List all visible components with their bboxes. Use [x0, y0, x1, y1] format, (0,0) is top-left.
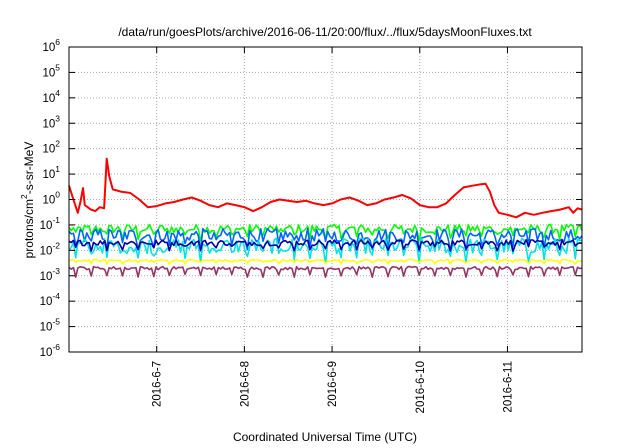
x-axis-ticks: 2016-6-7 2016-6-8 2016-6-9 2016-6-10 2016-6-… — [152, 47, 514, 413]
y-tick-label: 10-4 — [40, 291, 61, 308]
x-tick-label: 2016-6-8 — [239, 361, 251, 407]
y-axis-ticks: 10-6 10-5 10-4 10-3 10-2 10-1 100 101 102 103 104 1… — [40, 37, 582, 359]
x-tick-label: 2016-6-7 — [152, 361, 164, 407]
series-line-6 — [68, 258, 583, 265]
y-axis-label: protons/cm2-s-sr-MeV — [19, 142, 36, 259]
y-tick-label: 101 — [42, 164, 60, 181]
series-line-1 — [68, 157, 583, 219]
x-tick-label: 2016-6-10 — [415, 361, 427, 413]
y-tick-label: 102 — [42, 139, 60, 156]
series-line-7 — [68, 265, 583, 279]
x-tick-label: 2016-6-11 — [502, 361, 514, 413]
x-tick-label: 2016-6-9 — [327, 361, 339, 407]
y-tick-label: 105 — [42, 62, 60, 79]
series-line-5 — [68, 239, 583, 252]
series-lines — [68, 157, 583, 279]
y-tick-label: 103 — [42, 113, 60, 130]
chart-title: /data/run/goesPlots/archive/2016-06-11/2… — [118, 25, 532, 39]
grid-lines — [69, 47, 582, 352]
x-axis-label: Coordinated Universal Time (UTC) — [233, 430, 417, 444]
y-tick-label: 100 — [42, 190, 60, 207]
y-tick-label: 10-5 — [40, 317, 61, 334]
y-tick-label: 10-3 — [40, 266, 61, 283]
y-tick-label: 10-2 — [40, 240, 61, 257]
y-tick-label: 10-1 — [40, 215, 61, 232]
y-tick-label: 104 — [42, 88, 60, 105]
y-tick-label: 10-6 — [40, 342, 61, 359]
plot-frame — [68, 46, 583, 353]
y-tick-label: 106 — [42, 37, 60, 54]
